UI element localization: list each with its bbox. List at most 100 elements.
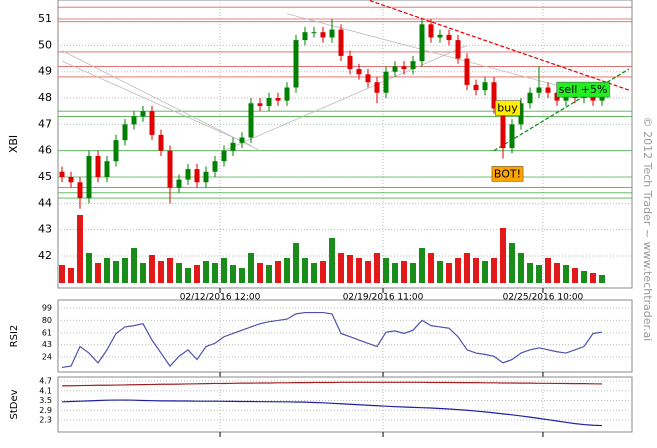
volume-bar [419, 248, 425, 283]
y-tick-label: 49 [38, 65, 52, 78]
volume-bar [275, 261, 281, 283]
candle-body [284, 87, 290, 101]
candle-body [266, 98, 272, 106]
y-tick-label: 45 [38, 170, 52, 183]
volume-bar [104, 258, 110, 283]
candle-body [401, 66, 407, 70]
y-tick-label: 46 [38, 144, 52, 157]
annotation-box [495, 100, 521, 116]
y-axis-label: RSI2 [9, 325, 20, 348]
volume-bar [527, 263, 533, 283]
candle-body [392, 66, 398, 72]
volume-bar [545, 258, 551, 283]
candle-body [356, 69, 362, 75]
candle-body [239, 137, 245, 143]
series-line [61, 381, 603, 387]
y-axis-label: StDev [9, 389, 20, 419]
volume-bar [185, 268, 191, 283]
candle-body [59, 171, 65, 178]
y-tick-label: 80 [42, 316, 52, 325]
y-tick-label: 50 [38, 38, 52, 51]
volume-bar [221, 258, 227, 283]
volume-bar [500, 228, 506, 283]
trend-line [493, 68, 630, 152]
candle-body [491, 82, 497, 109]
candle-body [122, 124, 128, 141]
candle-body [500, 108, 506, 149]
annotation: BOT! [491, 166, 524, 182]
volume-bar [86, 253, 92, 283]
y-axis-label: XBI [7, 135, 20, 153]
volume-bar [401, 261, 407, 283]
candle-body [149, 111, 155, 135]
candle-body [194, 169, 200, 183]
volume-bar [140, 263, 146, 283]
volume-bar [437, 261, 443, 283]
candle-body [536, 87, 542, 93]
trend-line [61, 60, 252, 146]
candle-body [374, 82, 380, 93]
volume-bar [95, 263, 101, 283]
candle-body [473, 84, 479, 91]
annotation: buy [495, 100, 521, 116]
volume-bar [149, 255, 155, 283]
volume-bar [473, 258, 479, 283]
candle-body [446, 34, 452, 41]
candle-body [563, 95, 569, 101]
volume-bar [509, 243, 515, 283]
candle-body [365, 74, 371, 83]
volume-bar [68, 268, 74, 283]
y-tick-label: 4.1 [39, 386, 52, 395]
y-tick-label: 4.7 [39, 377, 52, 386]
candle-body [113, 140, 119, 162]
volume-bar [167, 258, 173, 283]
y-tick-label: 2.9 [39, 406, 52, 415]
candle-body [158, 134, 164, 151]
candle-body [95, 155, 101, 178]
candle-body [455, 40, 461, 59]
volume-bar [176, 263, 182, 283]
candle-body [248, 103, 254, 138]
candle-body [518, 103, 524, 125]
candle-body [77, 182, 83, 199]
candle-body [437, 34, 443, 38]
volume-bar [383, 258, 389, 283]
candle-body [167, 150, 173, 188]
volume-bar [212, 263, 218, 283]
y-tick-label: 48 [38, 91, 52, 104]
volume-bar [77, 215, 83, 283]
candle-body [347, 55, 353, 70]
annotation-box [491, 166, 524, 182]
volume-bar [230, 265, 236, 283]
candle-body [176, 179, 182, 188]
volume-bar [194, 265, 200, 283]
x-tick-label: 02/25/2016 10:00 [503, 293, 584, 303]
annotation-label: BOT! [494, 167, 521, 180]
volume-bar [554, 263, 560, 283]
volume-bar [320, 261, 326, 283]
volume-bar [590, 273, 596, 283]
volume-bar [311, 263, 317, 283]
y-tick-label: 44 [38, 196, 52, 209]
candle-body [257, 103, 263, 106]
volume-bar [302, 258, 308, 283]
candle-body [428, 24, 434, 38]
x-tick-label: 02/19/2016 11:00 [343, 293, 424, 303]
volume-bar [158, 261, 164, 283]
candle-body [509, 124, 515, 149]
volume-bar [482, 261, 488, 283]
candle-body [338, 29, 344, 56]
volume-bar [365, 261, 371, 283]
candle-body [464, 58, 470, 85]
volume-bar [572, 268, 578, 283]
volume-bar [464, 253, 470, 283]
volume-bar [410, 263, 416, 283]
x-tick-label: 02/12/2016 12:00 [180, 293, 261, 303]
candle-body [203, 171, 209, 183]
volume-bar [599, 275, 605, 283]
annotation-label: sell +5% [559, 83, 608, 96]
candle-body [383, 71, 389, 93]
volume-bar [455, 258, 461, 283]
volume-bar [374, 253, 380, 283]
